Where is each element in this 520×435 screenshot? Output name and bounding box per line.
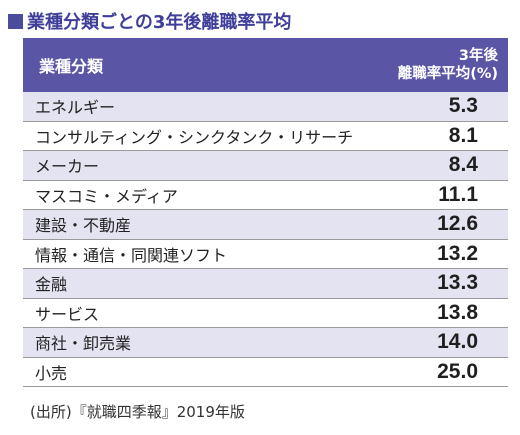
title-square-marker bbox=[8, 13, 23, 29]
header-category: 業種分類 bbox=[39, 57, 104, 76]
table-row: メーカー 8.4 bbox=[23, 151, 508, 181]
source-note: (出所)『就職四季報』2019年版 bbox=[30, 403, 245, 421]
turnover-table: 業種分類 3年後 離職率平均(%) エネルギー 5.3 コンサルティング・シンク… bbox=[23, 38, 508, 387]
table-row: 情報・通信・同関連ソフト 13.2 bbox=[23, 239, 508, 269]
row-value: 13.3 bbox=[437, 271, 478, 295]
row-value: 13.8 bbox=[437, 300, 478, 324]
row-value: 11.1 bbox=[438, 182, 478, 206]
row-value: 8.1 bbox=[448, 123, 478, 147]
row-label: 金融 bbox=[35, 275, 68, 295]
row-label: エネルギー bbox=[35, 98, 116, 118]
row-label: 小売 bbox=[35, 363, 68, 383]
row-label: 建設・不動産 bbox=[35, 216, 132, 236]
row-value: 8.4 bbox=[448, 153, 478, 177]
row-label: サービス bbox=[35, 304, 100, 324]
page-title: 業種分類ごとの3年後離職率平均 bbox=[27, 12, 292, 33]
title-row: 業種分類ごとの3年後離職率平均 bbox=[8, 6, 291, 36]
table-row: 金融 13.3 bbox=[23, 269, 508, 299]
row-label: メーカー bbox=[35, 157, 100, 177]
table-row: コンサルティング・シンクタンク・リサーチ 8.1 bbox=[23, 121, 508, 151]
table-row: 小売 25.0 bbox=[23, 357, 508, 387]
table-row: 商社・卸売業 14.0 bbox=[23, 328, 508, 358]
row-value: 13.2 bbox=[437, 241, 478, 265]
row-label: 情報・通信・同関連ソフト bbox=[35, 245, 228, 265]
table-header: 業種分類 3年後 離職率平均(%) bbox=[23, 38, 508, 92]
row-label: 商社・卸売業 bbox=[35, 334, 132, 354]
header-rate-line1: 3年後 bbox=[458, 48, 498, 64]
row-label: マスコミ・メディア bbox=[35, 186, 178, 206]
row-value: 5.3 bbox=[448, 94, 478, 118]
row-value: 25.0 bbox=[437, 359, 478, 383]
row-label: コンサルティング・シンクタンク・リサーチ bbox=[35, 127, 354, 147]
table-row: マスコミ・メディア 11.1 bbox=[23, 180, 508, 210]
table-row: サービス 13.8 bbox=[23, 298, 508, 328]
table-row: 建設・不動産 12.6 bbox=[23, 210, 508, 240]
row-value: 14.0 bbox=[437, 330, 478, 354]
header-rate: 3年後 離職率平均(%) bbox=[398, 47, 498, 83]
row-value: 12.6 bbox=[437, 212, 478, 236]
table-row: エネルギー 5.3 bbox=[23, 92, 508, 122]
header-rate-line2: 離職率平均(%) bbox=[397, 66, 498, 82]
